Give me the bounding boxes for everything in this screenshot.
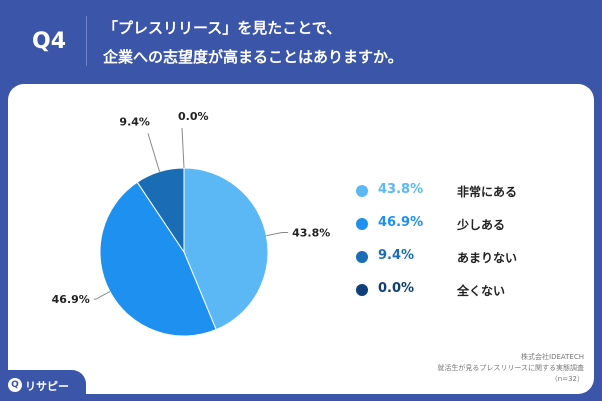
question-line-2: 企業への志望度が高まることはありますか。	[103, 48, 403, 66]
header: Q4 「プレスリリース」を見たことで、 企業への志望度が高まることはありますか。	[0, 0, 602, 84]
source-note: 株式会社IDEATECH 就活生が見るプレスリリースに関する実態調査 （n=32…	[437, 352, 584, 385]
brand-name: リサピー	[25, 380, 69, 393]
pie-chart: 43.8% 46.9% 9.4% 0.0%	[52, 110, 330, 337]
question-line-1: 「プレスリリース」を見たことで、	[103, 19, 342, 37]
brand-mark-icon: Q	[8, 378, 22, 392]
brand-logo: Q リサピー	[0, 370, 86, 401]
legend-label: 非常にある	[457, 185, 518, 199]
legend-value: 0.0%	[378, 281, 415, 296]
pie-slice	[183, 167, 269, 331]
legend-swatch	[356, 284, 368, 296]
pie-slice	[99, 181, 217, 337]
leader-line	[181, 127, 185, 169]
leader-line	[147, 133, 161, 172]
slice-value-label: 43.8%	[292, 227, 330, 240]
source-line: 就活生が見るプレスリリースに関する実態調査	[437, 364, 584, 372]
header-divider	[86, 16, 87, 66]
source-line: （n=32）	[550, 375, 584, 383]
chart-card: 43.8% 46.9% 9.4% 0.0% 43.8% 非常にある 46.9% 少しあ…	[8, 84, 594, 394]
leader-line	[266, 232, 289, 237]
slice-value-label: 46.9%	[52, 293, 90, 306]
legend-label: 少しある	[457, 218, 506, 232]
leader-line	[93, 291, 111, 300]
legend-value: 43.8%	[378, 182, 424, 197]
slice-value-label: 0.0%	[178, 110, 209, 123]
legend-swatch	[356, 185, 368, 197]
question-text: 「プレスリリース」を見たことで、 企業への志望度が高まることはありますか。	[103, 14, 403, 72]
legend-label: あまりない	[457, 251, 518, 265]
legend-value: 9.4%	[378, 248, 415, 263]
slice-value-label: 9.4%	[119, 115, 150, 128]
legend-swatch	[356, 218, 368, 230]
legend-value: 46.9%	[378, 215, 424, 230]
source-line: 株式会社IDEATECH	[521, 353, 584, 361]
legend-label: 全くない	[457, 284, 506, 298]
question-number: Q4	[32, 29, 67, 54]
legend-swatch	[356, 251, 368, 263]
